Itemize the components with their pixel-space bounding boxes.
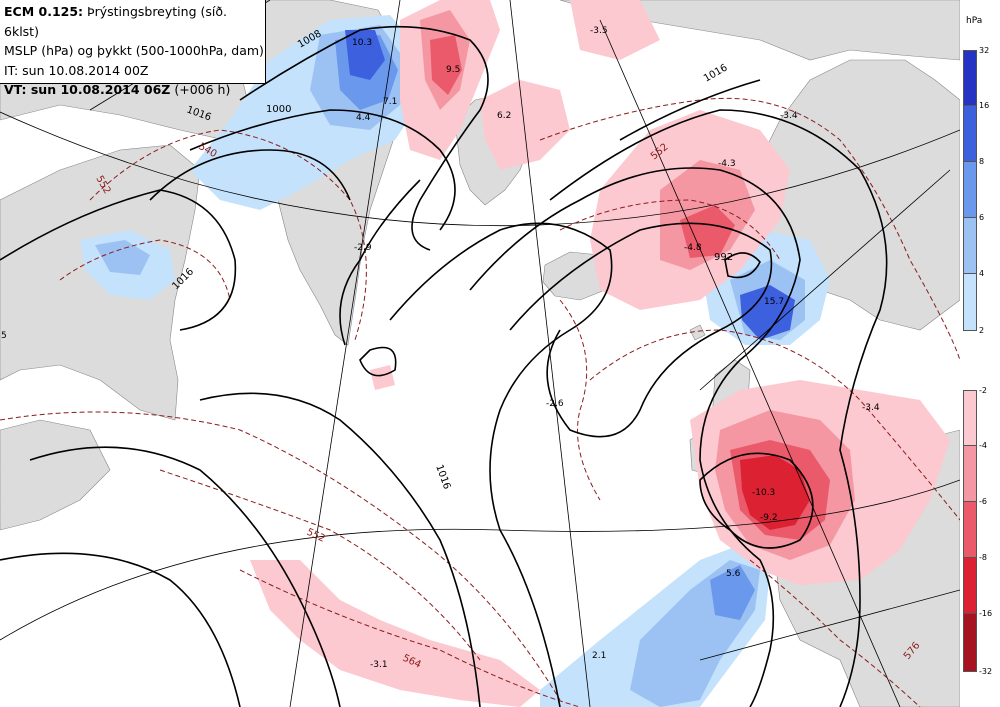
legend-swatch-neg-4 — [963, 445, 977, 502]
pc-label: 10.3 — [352, 38, 372, 48]
legend-tick: 32 — [979, 46, 990, 55]
valid-time: VT: sun 10.08.2014 06Z — [4, 82, 171, 97]
legend-tick: 4 — [979, 269, 985, 278]
pressure-change-labels: 10.3 9.5 7.1 4.4 6.2 -3.5 -3.4 -4.3 -4.8… — [1, 26, 880, 670]
legend-swatch-pos-8 — [963, 161, 977, 218]
legend-swatch-neg-16 — [963, 613, 977, 672]
labrador-landmass — [0, 419, 111, 531]
pc-label: 15.7 — [764, 297, 784, 307]
isobar-label: 1016 — [702, 62, 730, 84]
info-line-2: MSLP (hPa) og þykkt (500-1000hPa, dam) — [4, 43, 264, 58]
pc-label: 9.5 — [446, 65, 460, 75]
pc-label: -3.4 — [780, 111, 798, 121]
pc-label: 5.6 — [726, 569, 741, 579]
legend-swatch-neg-2 — [963, 390, 977, 446]
pc-label: 5 — [1, 331, 7, 341]
isobars — [0, 25, 888, 707]
info-line-3: IT: sun 10.08.2014 00Z — [4, 62, 149, 78]
legend-tick: -6 — [979, 497, 987, 506]
legend-swatch-pos-4 — [963, 273, 977, 331]
legend-tick: -2 — [979, 386, 987, 395]
isobar-label: 1000 — [266, 104, 291, 115]
legend-tick: -32 — [979, 667, 993, 676]
legend-swatch-neg-8 — [963, 557, 977, 614]
legend-swatch-pos-6 — [963, 217, 977, 274]
pc-label: -9.2 — [760, 513, 778, 523]
isobar-label: 1016 — [433, 463, 452, 491]
pc-label: -3.5 — [590, 26, 608, 36]
legend-tick: 16 — [979, 101, 990, 110]
map-info-box: ECM 0.125: Þrýstingsbreyting (síð. 6klst… — [0, 0, 266, 97]
pc-label: -3.1 — [370, 660, 388, 670]
weather-map: 10.3 9.5 7.1 4.4 6.2 -3.5 -3.4 -4.3 -4.8… — [0, 0, 960, 707]
pc-label: 7.1 — [383, 97, 397, 107]
legend-swatch-pos-32 — [963, 50, 977, 106]
pc-label: 6.2 — [497, 111, 511, 121]
legend-tick: 6 — [979, 213, 985, 222]
model-name: ECM 0.125: — [4, 4, 84, 19]
pc-label: -4.3 — [718, 159, 736, 169]
legend-tick: 8 — [979, 157, 985, 166]
pc-label: -10.3 — [752, 488, 775, 498]
legend-tick: -16 — [979, 609, 993, 618]
legend-tick: 2 — [979, 326, 985, 335]
info-line-1: ECM 0.125: Þrýstingsbreyting (síð. 6klst… — [4, 2, 265, 41]
pressure-fall-areas — [250, 0, 950, 707]
pc-label: -2.6 — [546, 399, 564, 409]
legend-swatch-neg-6 — [963, 501, 977, 558]
land-areas — [0, 0, 960, 707]
thickness-contours — [0, 97, 960, 707]
field-title: Þrýstingsbreyting (síð. 6klst) — [4, 4, 227, 39]
info-line-4: VT: sun 10.08.2014 06Z (+006 h) — [4, 80, 265, 100]
pc-label: -4.8 — [684, 243, 702, 253]
pc-label: -2.9 — [354, 243, 372, 253]
pc-label: 2.1 — [592, 651, 606, 661]
pressure-rise-areas — [80, 15, 830, 707]
faroe-landmass — [689, 324, 706, 341]
legend-tick: -4 — [979, 441, 987, 450]
pc-label: 4.4 — [356, 113, 371, 123]
pc-label: -3.4 — [862, 403, 880, 413]
legend-tick: -8 — [979, 553, 987, 562]
isobar-label: 992 — [714, 252, 733, 263]
forecast-step: (+006 h) — [174, 82, 231, 97]
legend-unit: hPa — [966, 16, 983, 26]
legend-swatch-pos-16 — [963, 105, 977, 162]
